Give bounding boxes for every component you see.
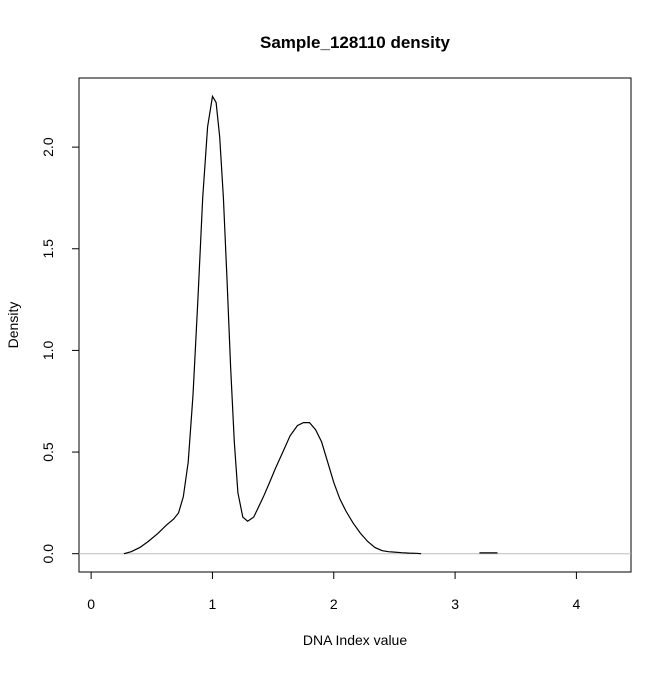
- x-tick-label: 0: [87, 596, 95, 612]
- x-tick-label: 1: [209, 596, 217, 612]
- y-axis: 0.0 0.5 1.0 1.5 2.0: [40, 137, 79, 563]
- x-axis-label: DNA Index value: [303, 632, 407, 648]
- y-tick-label: 2.0: [40, 137, 56, 157]
- x-tick-label: 4: [573, 596, 581, 612]
- y-tick-label: 0.0: [40, 544, 56, 564]
- density-curve: [123, 94, 498, 555]
- y-tick-label: 0.5: [40, 442, 56, 462]
- y-tick-label: 1.5: [40, 239, 56, 259]
- x-axis: 0 1 2 3 4: [87, 572, 581, 612]
- y-axis-label: Density: [5, 302, 21, 349]
- plot-frame: [78, 77, 632, 573]
- x-tick-label: 2: [330, 596, 338, 612]
- y-tick-label: 1.0: [40, 340, 56, 360]
- chart-title: Sample_128110 density: [260, 33, 451, 52]
- x-tick-label: 3: [451, 596, 459, 612]
